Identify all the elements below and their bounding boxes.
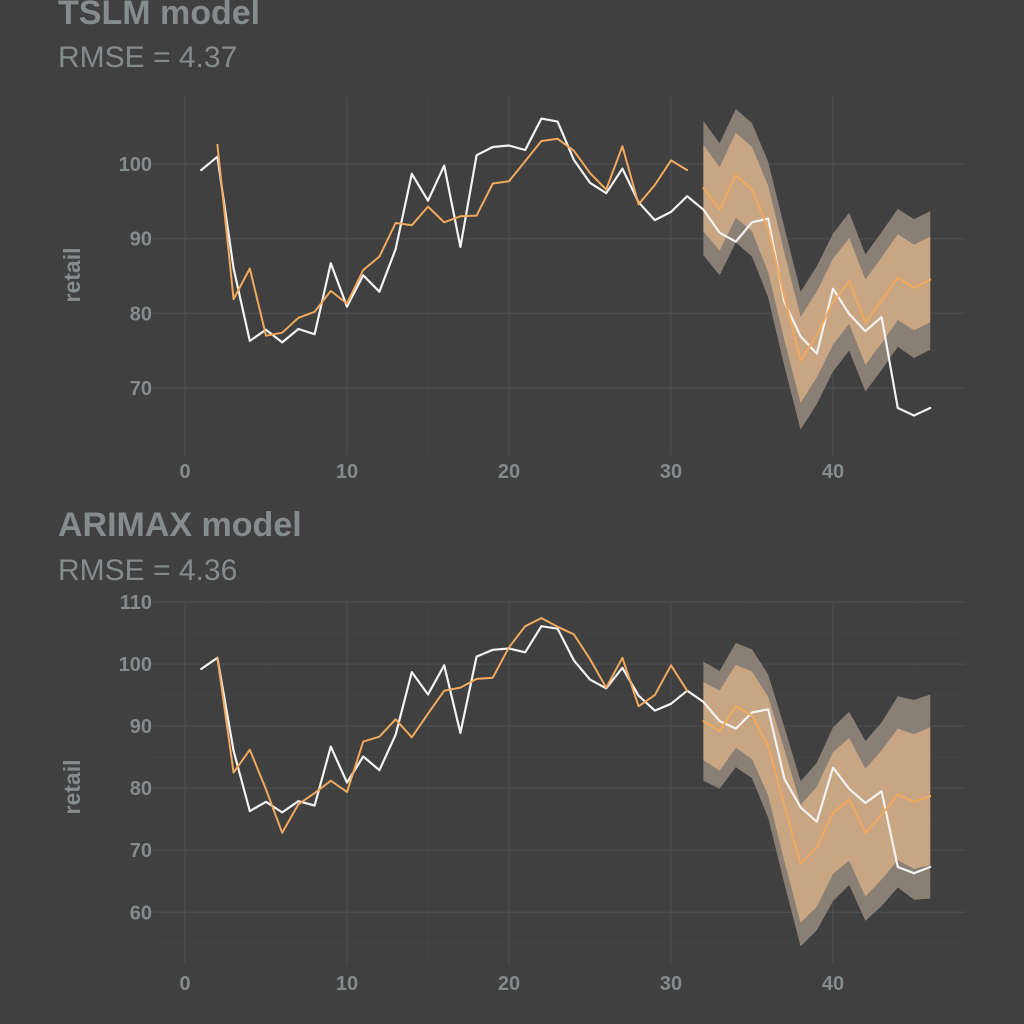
x-tick-label: 10: [336, 461, 358, 483]
y-tick-label: 110: [120, 592, 152, 614]
fitted-series-line: [216, 617, 689, 834]
actual-series-line: [200, 625, 932, 875]
panel-1: TSLM model RMSE = 4.37 70 80 90 100 0 10 20 30 40 r…: [58, 0, 965, 483]
x-tick-label: 40: [822, 973, 844, 995]
panel-2: ARIMAX model RMSE = 4.36 60 70 80 90 100 110 0 10…: [58, 506, 965, 995]
y-tick-label: 90: [130, 229, 152, 251]
y-tick-label: 90: [130, 716, 152, 738]
interval-80-band: [703, 132, 931, 403]
x-tick-label: 30: [660, 973, 682, 995]
x-tick-label: 0: [179, 973, 190, 995]
forecast-series-line: [702, 174, 932, 362]
y-tick-label: 80: [130, 303, 152, 325]
chart-title: TSLM model: [58, 0, 260, 32]
y-tick-label: 80: [130, 778, 152, 800]
x-tick-label: 20: [498, 973, 520, 995]
actual-series-line: [200, 117, 932, 417]
y-tick-label: 100: [119, 154, 152, 176]
y-tick-label: 70: [130, 378, 152, 400]
x-tick-label: 40: [822, 461, 844, 483]
y-tick-label: 100: [119, 654, 152, 676]
y-tick-label: 70: [130, 840, 152, 862]
chart-title: ARIMAX model: [58, 506, 302, 544]
y-axis-label: retail: [59, 760, 85, 815]
x-tick-label: 30: [660, 461, 682, 483]
forecast-series-line: [702, 705, 932, 865]
y-tick-label: 60: [130, 902, 152, 924]
x-tick-label: 10: [336, 973, 358, 995]
y-axis-label: retail: [59, 248, 85, 303]
chart-subtitle: RMSE = 4.37: [58, 41, 237, 74]
x-tick-label: 0: [179, 461, 190, 483]
fitted-series-line: [216, 137, 689, 337]
x-tick-label: 20: [498, 461, 520, 483]
chart-subtitle: RMSE = 4.36: [58, 554, 237, 587]
